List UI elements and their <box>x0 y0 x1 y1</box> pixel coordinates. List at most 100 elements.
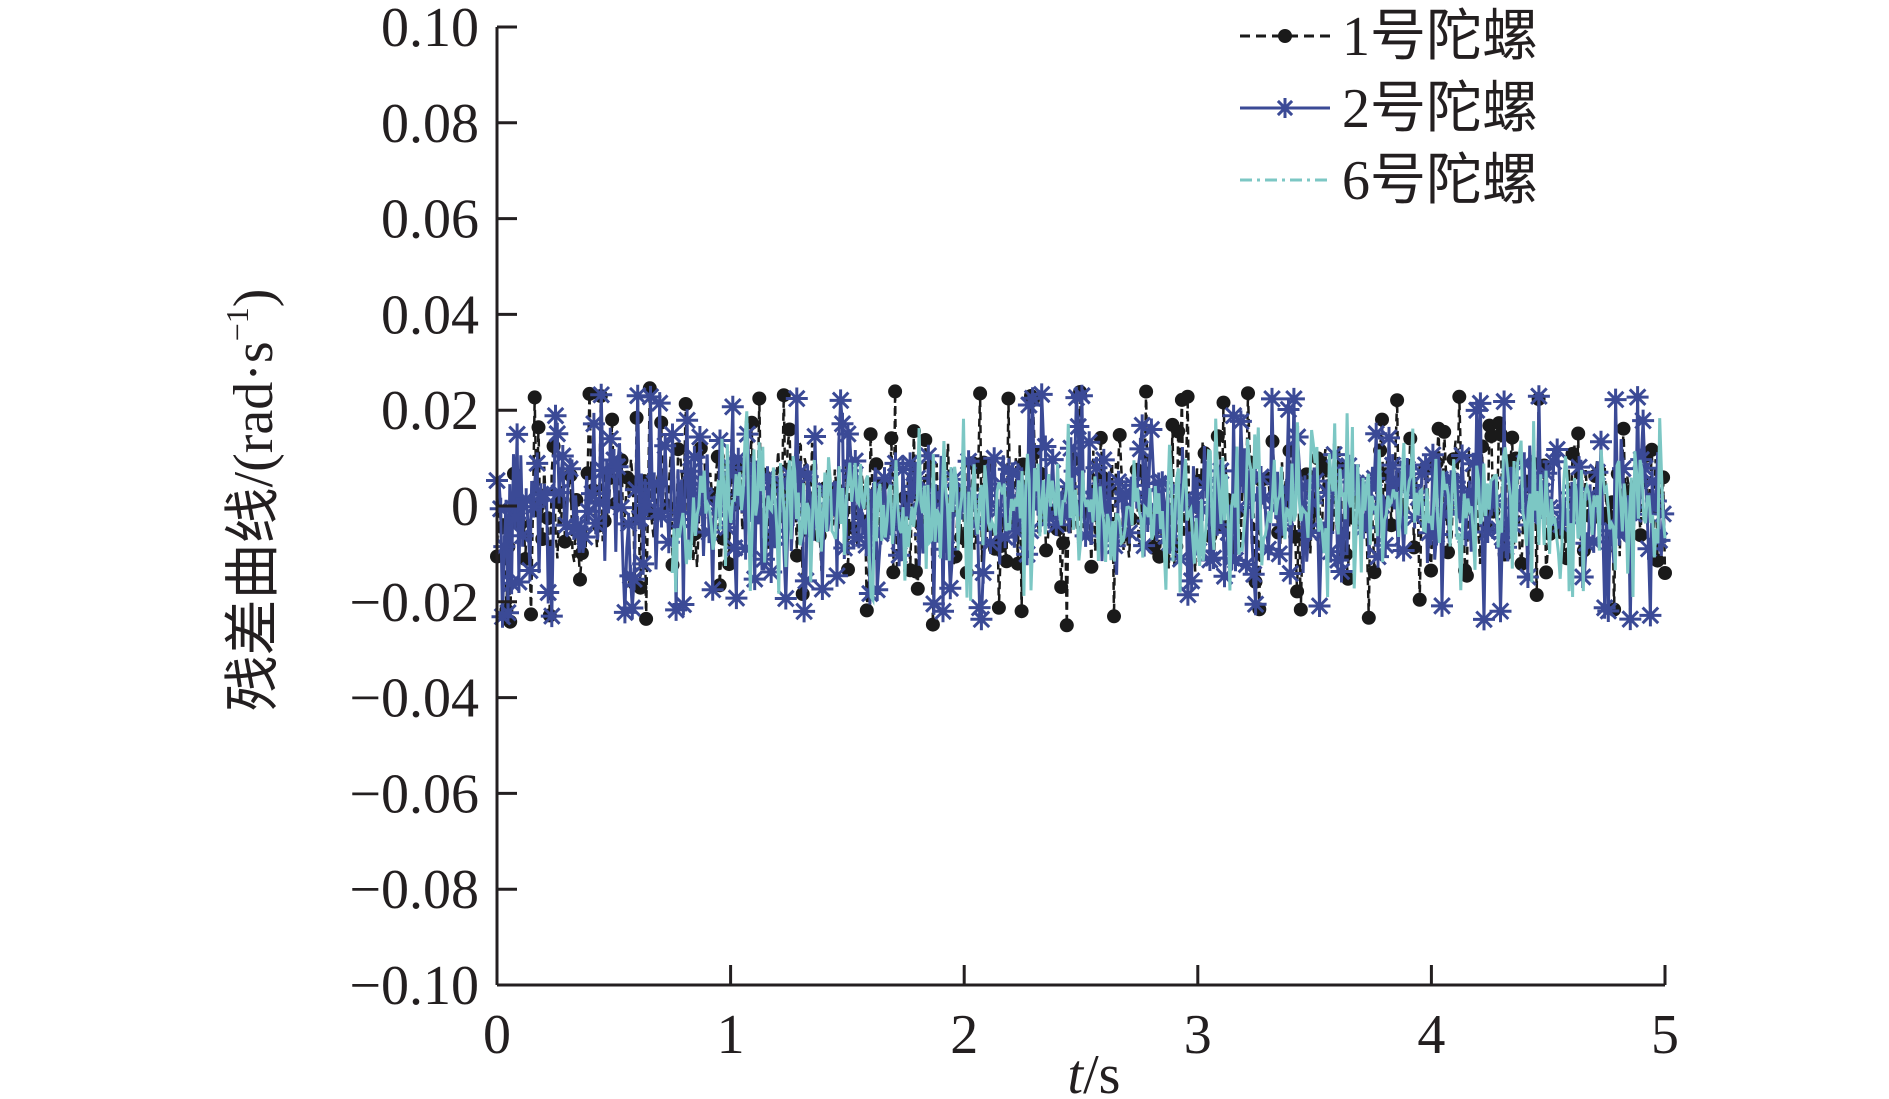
series-1-point <box>1241 386 1255 401</box>
series-2-point <box>1277 398 1300 421</box>
series-2-point <box>544 404 567 427</box>
y-axis-title-close: ) <box>223 289 285 308</box>
series-2-point <box>603 449 625 471</box>
series-2-point <box>743 568 766 591</box>
series-2-point <box>1209 459 1232 482</box>
series-2-point <box>1173 488 1196 511</box>
series-2-point <box>1590 430 1612 453</box>
series-2-point <box>1045 513 1068 536</box>
axes <box>495 25 1667 987</box>
series-2-point <box>1363 467 1386 490</box>
series-2-point <box>957 450 980 473</box>
series-2-point <box>1070 384 1093 407</box>
series-2-point <box>1389 472 1411 495</box>
series-1-point <box>1633 528 1648 543</box>
legend-item: 1号陀螺 <box>1240 6 1538 68</box>
y-axis-title-sup: −1 <box>219 307 255 341</box>
y-tick-label: −0.08 <box>349 859 479 921</box>
series-2-point <box>1484 489 1506 512</box>
series-2-point <box>1582 530 1605 553</box>
series-2-point <box>851 512 874 535</box>
series-1-point <box>1437 424 1452 439</box>
series-1-point <box>1216 395 1231 410</box>
y-tick-label: −0.02 <box>349 572 479 634</box>
series-2-point <box>1462 452 1485 475</box>
series-2-point <box>1604 388 1627 411</box>
series-1-point <box>557 534 572 549</box>
y-tick-label: −0.04 <box>349 668 479 730</box>
series-2-point <box>1229 410 1252 433</box>
series-2-point <box>932 600 954 623</box>
series-2-point <box>698 521 720 544</box>
series-2-point <box>595 459 618 482</box>
series-1-point <box>1412 592 1427 607</box>
series-1-point <box>1084 559 1099 574</box>
series-2-point <box>668 508 691 531</box>
series-2-point <box>537 581 560 604</box>
series-1-point <box>524 607 538 622</box>
series-6-line <box>670 411 1667 606</box>
series-2-point <box>533 483 556 506</box>
series-2-point <box>1118 521 1141 544</box>
tick-labels: 0.10 0.08 0.06 0.04 0.02 0 −0.02 −0.04 −0.06 −0.0… <box>349 0 1679 1066</box>
series-2-point <box>504 507 527 530</box>
series-2-point <box>1063 460 1086 483</box>
series-2-point <box>721 395 744 418</box>
series-2-point <box>939 577 962 600</box>
series-2-point <box>760 561 783 583</box>
series-2-point <box>734 537 757 560</box>
series-2-point <box>1601 519 1623 542</box>
series-2-point <box>866 578 889 601</box>
series-2-point <box>917 444 940 467</box>
series-2-point <box>1619 608 1642 631</box>
series-1-point <box>925 617 940 632</box>
series-2-point <box>626 384 649 407</box>
series-2-point <box>555 514 578 537</box>
series-2-point <box>1639 604 1662 627</box>
series-2-point <box>639 385 662 408</box>
series-1-point <box>918 433 933 447</box>
y-tick-label: −0.10 <box>349 955 479 1017</box>
series-1-point <box>1459 568 1474 583</box>
series-2-point <box>1206 513 1229 536</box>
series-1-point <box>1452 389 1467 404</box>
series-1-point <box>1139 384 1154 399</box>
series-2-point <box>1365 422 1388 445</box>
series-1-point <box>752 391 767 406</box>
series-2-point <box>873 467 896 490</box>
series-2-point <box>1641 470 1664 493</box>
series-2-point <box>1432 503 1455 526</box>
series-2-point <box>1612 457 1634 480</box>
series-2-point <box>1176 583 1199 606</box>
series-2-point <box>624 478 647 501</box>
series-2-point <box>1516 566 1539 588</box>
series-1-point <box>1616 421 1631 436</box>
series-2-point <box>1257 538 1280 561</box>
series-2-point <box>672 593 695 616</box>
series-2-point <box>1597 600 1620 622</box>
series-2-point <box>1107 470 1130 493</box>
series-2-point <box>1414 454 1437 476</box>
y-axis-title: 残差曲线/(rad·s−1) <box>219 289 285 712</box>
series-2-point <box>1030 383 1053 406</box>
series-2-point <box>617 512 640 535</box>
series-2-point <box>895 502 918 525</box>
series-1-point <box>531 420 546 435</box>
series-1-point <box>782 422 797 437</box>
y-tick-label: −0.06 <box>349 763 479 825</box>
series-2-point <box>1429 468 1452 490</box>
series-2-point <box>756 466 779 489</box>
series-1-point <box>1514 556 1529 571</box>
y-tick-label: 0.10 <box>381 0 479 59</box>
series-2-point <box>1151 471 1174 494</box>
series-2-point <box>727 447 750 470</box>
series-2-point <box>679 460 702 483</box>
series-2-point <box>581 482 603 505</box>
series-1-point <box>863 427 878 442</box>
series-1-point <box>527 390 542 405</box>
x-axis-title: t/s <box>1068 1044 1121 1099</box>
series-1-point <box>639 611 654 626</box>
legend-label: 1号陀螺 <box>1342 6 1538 68</box>
series-2-point <box>836 423 859 445</box>
series-2-point <box>1065 386 1088 409</box>
